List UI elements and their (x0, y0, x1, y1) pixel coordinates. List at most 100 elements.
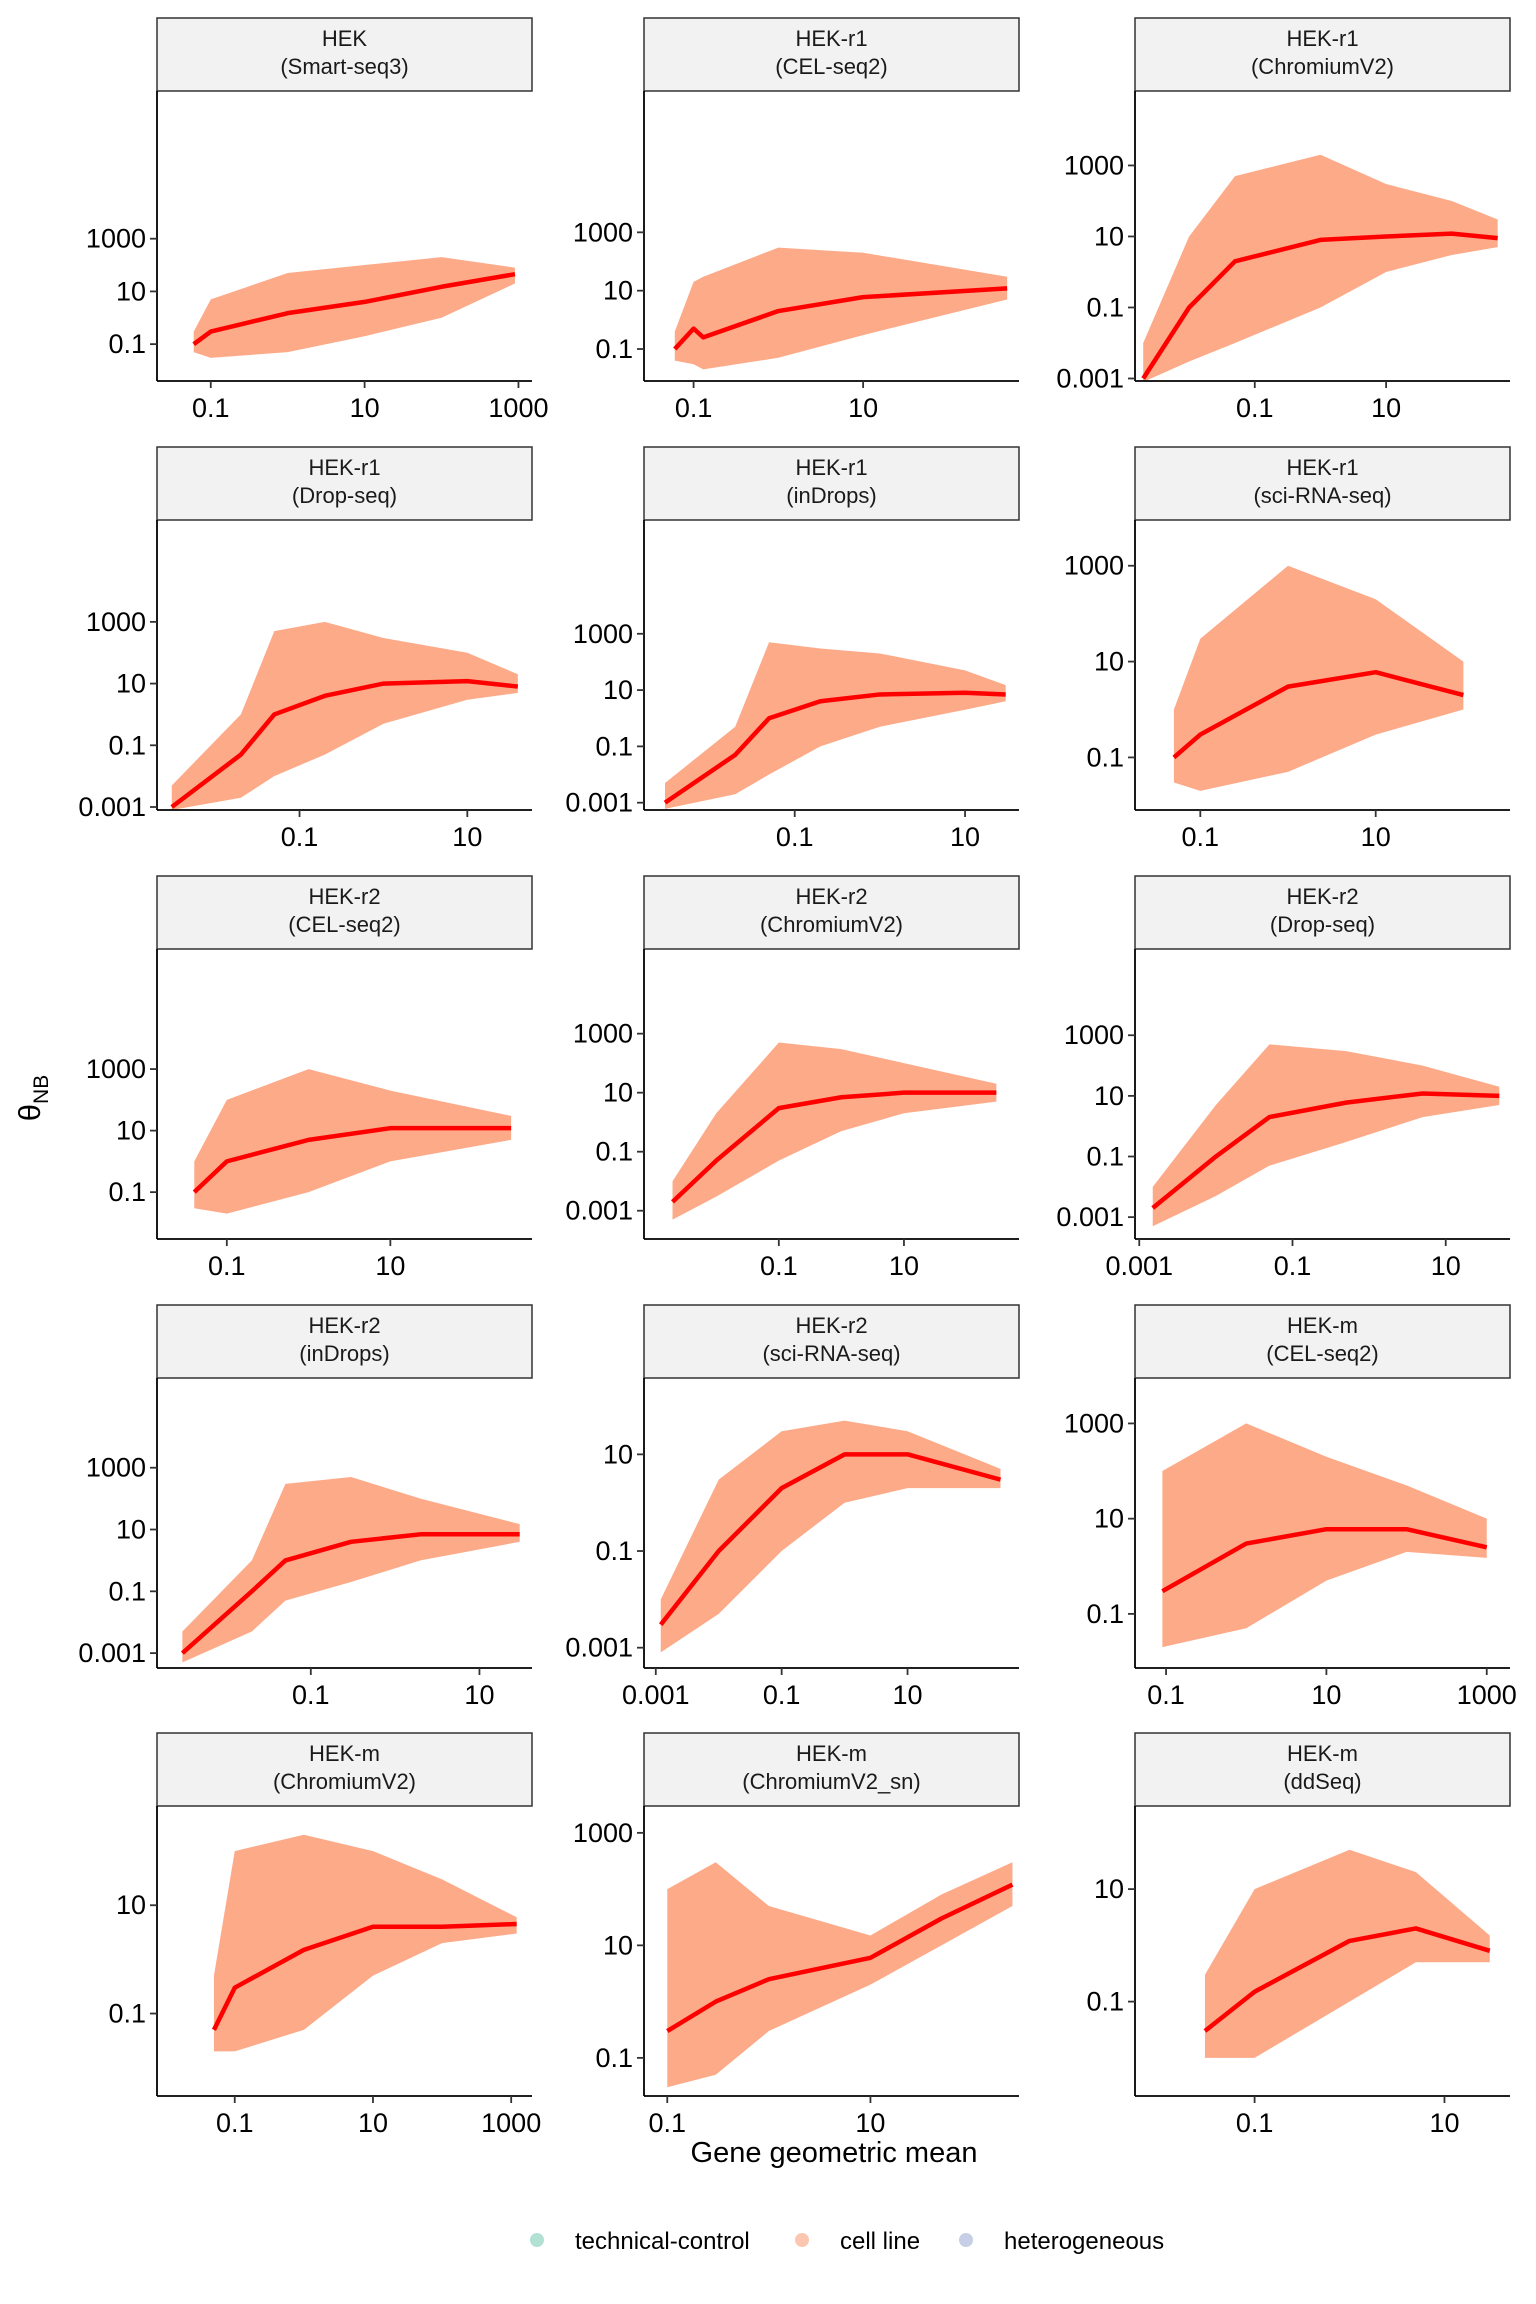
trend-line (663, 690, 1006, 805)
trend-line (670, 1090, 997, 1204)
trend-line (1141, 231, 1498, 380)
point-cloud (672, 1042, 997, 1220)
panel: HEK-r1 (CEL-seq2) 0.1 10 0.1 10 1000 (573, 17, 1020, 423)
legend-label: heterogeneous (1004, 2228, 1164, 2255)
plot-area (180, 1477, 520, 1663)
x-tick-label: 10 (358, 2108, 388, 2138)
strip-title: HEK-m (309, 1741, 380, 1766)
x-tick-label: 0.001 (622, 1680, 690, 1710)
y-axis-symbol: θ (12, 1104, 47, 1121)
y-tick-label: 10 (116, 1515, 146, 1545)
trend-line (1172, 669, 1464, 760)
strip-subtitle: (ChromiumV2) (760, 912, 903, 937)
legend-label: technical-control (575, 2228, 750, 2255)
x-tick-label: 0.1 (1236, 393, 1274, 423)
strip-box (156, 1304, 533, 1379)
point-cloud (194, 1069, 512, 1214)
y-tick-label: 0.1 (1086, 1987, 1124, 2017)
plot-area (1161, 1423, 1488, 1648)
y-tick-label: 10 (1094, 647, 1124, 677)
y-tick-label: 0.001 (565, 1196, 633, 1226)
strip-box (643, 17, 1020, 92)
y-tick-label: 0.001 (1056, 363, 1124, 393)
x-tick-label: 1000 (488, 393, 548, 423)
strip-subtitle: (inDrops) (786, 483, 876, 508)
x-tick-label: 1000 (481, 2108, 541, 2138)
x-tick-label: 10 (464, 1680, 494, 1710)
strip-title: HEK-r2 (308, 884, 380, 909)
y-tick-label: 0.1 (1086, 742, 1124, 772)
y-tick-label: 1000 (1064, 1020, 1124, 1050)
x-tick-label: 0.1 (1147, 1680, 1185, 1710)
trend-line (1151, 1091, 1500, 1210)
plot-area (211, 1834, 517, 2052)
legend-label: cell line (840, 2228, 920, 2255)
y-tick-label: 10 (116, 1890, 146, 1920)
x-tick-label: 0.1 (292, 1680, 330, 1710)
strip-title: HEK (322, 26, 368, 51)
panel: HEK (Smart-seq3) 0.1 10 1000 0.1 10 1000 (86, 17, 548, 423)
trend-line (170, 678, 519, 809)
y-tick-label: 10 (1094, 221, 1124, 251)
trend-line (1203, 1926, 1491, 2033)
panel: HEK-m (ChromiumV2_sn) 0.1 10 0.1 10 1000 (573, 1732, 1020, 2138)
plot-area (1151, 1044, 1500, 1227)
y-tick-label: 10 (1094, 1874, 1124, 1904)
plot-area (663, 642, 1006, 809)
y-tick-label: 1000 (86, 1453, 146, 1483)
y-tick-label: 1000 (86, 607, 146, 637)
y-tick-label: 1000 (573, 1818, 633, 1848)
y-tick-label: 0.001 (1056, 1202, 1124, 1232)
strip-box (643, 1304, 1020, 1379)
x-tick-label: 10 (1361, 822, 1391, 852)
plot-area (1141, 154, 1498, 381)
x-tick-label: 0.1 (281, 822, 319, 852)
x-tick-label: 10 (893, 1680, 923, 1710)
trend-line (211, 1921, 517, 2031)
x-tick-label: 0.001 (1105, 1251, 1173, 1281)
x-tick-label: 0.1 (1274, 1251, 1312, 1281)
y-tick-label: 10 (603, 675, 633, 705)
y-tick-label: 10 (116, 669, 146, 699)
point-cloud (660, 1420, 1001, 1653)
x-tick-label: 10 (350, 393, 380, 423)
strip-box (156, 1732, 533, 1807)
y-tick-label: 1000 (86, 1054, 146, 1084)
y-tick-label: 0.1 (108, 1999, 146, 2029)
strip-subtitle: (CEL-seq2) (775, 54, 887, 79)
point-cloud (674, 247, 1008, 370)
point-cloud (665, 642, 1006, 809)
strip-subtitle: (ddSeq) (1283, 1769, 1361, 1794)
y-tick-label: 10 (603, 1439, 633, 1469)
point-cloud (182, 1477, 520, 1663)
panel: HEK-r2 (Drop-seq) 0.001 0.1 10 0.001 0.1 10 1000 (1056, 875, 1511, 1281)
panel: HEK-m (ddSeq) 0.1 10 0.1 10 (1086, 1732, 1511, 2138)
y-tick-label: 1000 (1064, 1408, 1124, 1438)
y-tick-label: 0.1 (595, 334, 633, 364)
y-tick-label: 0.1 (108, 730, 146, 760)
panel: HEK-r1 (sci-RNA-seq) 0.1 10 0.1 10 1000 (1064, 446, 1511, 852)
y-tick-label: 0.1 (108, 329, 146, 359)
point-cloud (1152, 1044, 1500, 1227)
strip-subtitle: (Drop-seq) (1270, 912, 1375, 937)
strip-box (643, 446, 1020, 521)
panel: HEK-m (ChromiumV2) 0.1 10 1000 0.1 10 (108, 1732, 541, 2138)
legend-key (530, 2233, 544, 2247)
strip-box (643, 1732, 1020, 1807)
trend-line (180, 1532, 520, 1655)
point-cloud (667, 1862, 1013, 2088)
point-cloud (193, 257, 515, 358)
strip-title: HEK-r1 (795, 455, 867, 480)
strip-title: HEK-r2 (795, 884, 867, 909)
y-tick-label: 0.001 (78, 792, 146, 822)
plot-area (666, 1862, 1014, 2088)
y-tick-label: 0.1 (108, 1576, 146, 1606)
plot-area (673, 247, 1008, 370)
strip-box (643, 875, 1020, 950)
strip-title: HEK-r2 (795, 1313, 867, 1338)
strip-title: HEK-r1 (1286, 455, 1358, 480)
strip-box (1134, 17, 1511, 92)
panel: HEK-r1 (ChromiumV2) 0.1 10 0.001 0.1 10 1000 (1056, 17, 1511, 423)
